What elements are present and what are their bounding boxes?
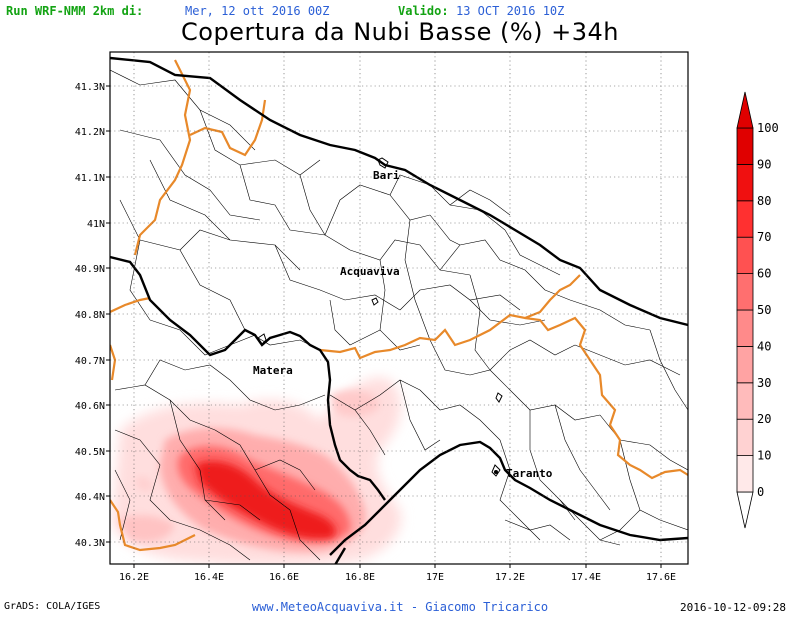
lat-label: 41.3N (75, 82, 105, 93)
axis-ticks (106, 85, 662, 568)
valid-label: Valido: (398, 4, 449, 18)
colorbar-tick-label: 40 (757, 339, 771, 353)
lon-label: 17.4E (571, 572, 601, 583)
lat-label: 41N (87, 219, 105, 230)
colorbar-tick-label: 70 (757, 230, 771, 244)
lon-label: 17.6E (646, 572, 676, 583)
website-credit[interactable]: www.MeteoAcquaviva.it - Giacomo Tricaric… (251, 600, 549, 614)
lat-label: 40.7N (75, 356, 105, 367)
colorbar-tick-label: 90 (757, 157, 771, 171)
colorbar-min-arrow (736, 491, 754, 529)
colorbar-tick-label: 30 (757, 376, 771, 390)
colorbar-tick-label: 20 (757, 412, 771, 426)
colorbar-tick-label: 10 (757, 449, 771, 463)
colorbar-tick-label: 50 (757, 303, 771, 317)
latitude-labels: 41.3N 41.2N 41.1N 41N 40.9N 40.8N 40.7N … (75, 82, 105, 549)
longitude-labels: 16.2E 16.4E 16.6E 16.8E 17E 17.2E 17.4E … (119, 572, 676, 583)
generated-timestamp: 2016-10-12-09:28 (680, 601, 786, 614)
lat-label: 40.8N (75, 310, 105, 321)
map-title: Copertura da Nubi Basse (%) +34h (181, 18, 619, 46)
lon-label: 16.4E (194, 572, 224, 583)
place-label-matera: Matera (253, 364, 293, 377)
lon-label: 16.8E (345, 572, 375, 583)
colorbar-swatch (736, 200, 754, 238)
lon-label: 16.2E (119, 572, 149, 583)
city-markers (494, 470, 498, 474)
lat-label: 40.4N (75, 492, 105, 503)
lon-label: 17.2E (495, 572, 525, 583)
colorbar-tick-label: 60 (757, 267, 771, 281)
colorbar-swatch (736, 309, 754, 347)
colorbar-swatch (736, 236, 754, 274)
colorbar-tick-label: 100 (757, 121, 779, 135)
place-names: Bari Acquaviva Matera Taranto (253, 169, 553, 480)
lat-label: 41.2N (75, 127, 105, 138)
lat-label: 40.9N (75, 264, 105, 275)
cloud-cover-field (112, 377, 401, 564)
region-borders (110, 56, 688, 564)
colorbar-swatch (736, 418, 754, 457)
province-borders (110, 59, 688, 552)
lon-label: 16.6E (269, 572, 299, 583)
run-label: Run WRF-NMM 2km di: (6, 4, 144, 18)
lon-label: 17E (426, 572, 444, 583)
colorbar-tick-label: 0 (757, 485, 764, 499)
lat-label: 40.3N (75, 538, 105, 549)
coast-details (257, 157, 503, 477)
colorbar-tick-label: 80 (757, 194, 771, 208)
place-label-bari: Bari (373, 169, 400, 182)
valid-date: 13 OCT 2016 10Z (456, 4, 565, 18)
colorbar: 0 10 20 30 40 50 60 70 80 90 100 (736, 91, 779, 529)
colorbar-max-arrow (736, 91, 754, 129)
colorbar-swatch (736, 127, 754, 165)
colorbar-swatch (736, 163, 754, 202)
lat-label: 40.6N (75, 401, 105, 412)
place-label-acquaviva: Acquaviva (340, 265, 400, 278)
colorbar-swatch (736, 455, 754, 493)
run-date: Mer, 12 ott 2016 00Z (185, 4, 330, 18)
lat-label: 41.1N (75, 173, 105, 184)
colorbar-swatch (736, 382, 754, 420)
colorbar-swatch (736, 345, 754, 384)
lat-label: 40.5N (75, 447, 105, 458)
place-label-taranto: Taranto (506, 467, 553, 480)
colorbar-swatch (736, 273, 754, 311)
grads-credit: GrADS: COLA/IGES (4, 601, 101, 612)
map-frame (109, 51, 689, 565)
